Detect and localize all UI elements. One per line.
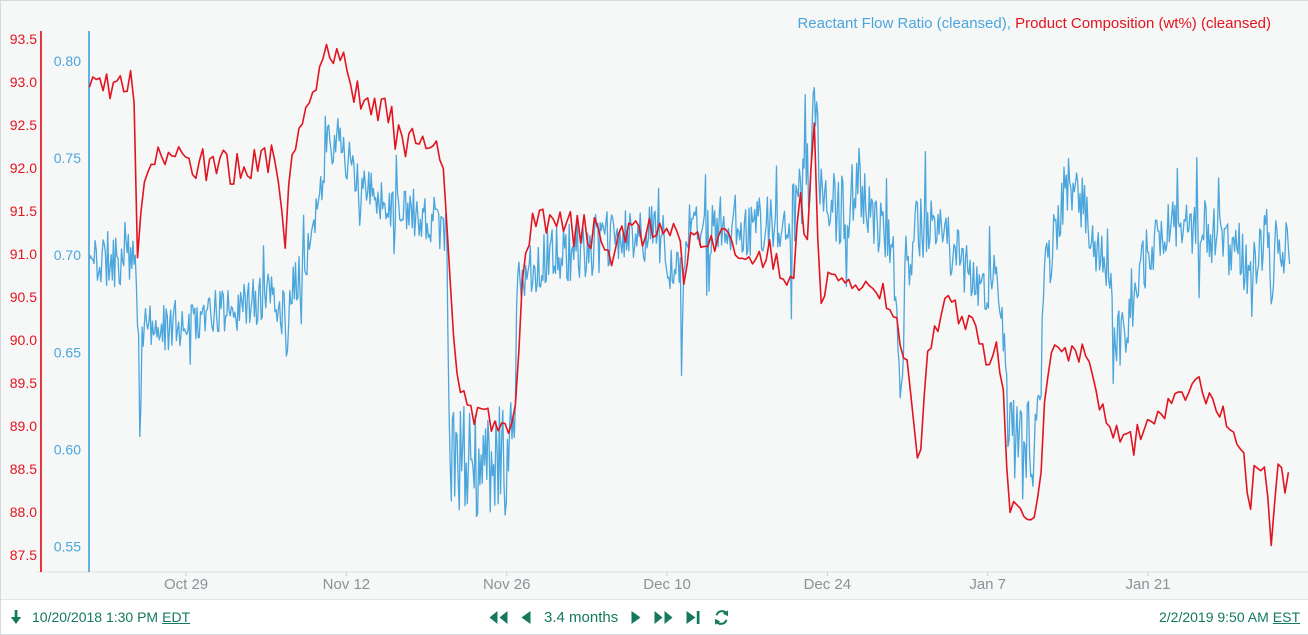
y-axis-blue-tick-label: 0.70 (54, 247, 81, 263)
plot-background (1, 1, 1308, 599)
fast-forward-icon[interactable] (654, 610, 673, 624)
range-end-group: 2/2/2019 9:50 AM EST (1159, 600, 1300, 634)
y-axis-blue-tick-label: 0.75 (54, 150, 81, 166)
skip-to-end-icon[interactable] (686, 610, 700, 624)
x-axis-tick-label: Jan 21 (1125, 576, 1170, 593)
x-axis-tick-label: Nov 12 (323, 576, 371, 593)
x-axis-tick-label: Oct 29 (164, 576, 208, 593)
display-range-duration[interactable]: 3.4 months (544, 608, 619, 626)
y-axis-red-tick-label: 93.5 (10, 31, 37, 47)
legend-item-reactant-flow-ratio[interactable]: Reactant Flow Ratio (cleansed) (797, 15, 1007, 32)
range-start-group: 10/20/2018 1:30 PM EDT (9, 600, 190, 634)
y-axis-red-tick-label: 88.0 (10, 504, 37, 520)
x-axis-tick-label: Dec 24 (804, 576, 852, 593)
series-reactant-flow-ratio[interactable] (88, 86, 1291, 518)
legend-separator: , (1006, 15, 1016, 32)
x-axis-tick-label: Jan 7 (969, 576, 1006, 593)
y-axis-blue-tick-label: 0.60 (54, 442, 81, 458)
investigate-range-down-arrow-icon[interactable] (9, 609, 23, 625)
time-nav-controls: 3.4 months (489, 600, 730, 634)
refresh-icon[interactable] (713, 609, 730, 625)
x-axis-tick-label: Dec 10 (643, 576, 691, 593)
y-axis-red-tick-label: 92.5 (10, 117, 37, 133)
y-axis-red-tick-label: 87.5 (10, 547, 37, 563)
y-axis-red-tick-label: 88.5 (10, 461, 37, 477)
chart-canvas[interactable]: Oct 29 Nov 12 Nov 26 Dec 10 Dec 24 Jan 7 Jan 2… (1, 1, 1308, 599)
y-axis-red-tick-label: 91.0 (10, 246, 37, 262)
step-forward-icon[interactable] (631, 610, 641, 624)
y-axis-red-tick-label: 89.0 (10, 418, 37, 434)
y-axis-red-tick-label: 93.0 (10, 74, 37, 90)
range-end-timezone-link[interactable]: EST (1272, 609, 1300, 625)
y-axis-red-tick-label: 89.5 (10, 375, 37, 391)
range-end-text[interactable]: 2/2/2019 9:50 AM (1159, 609, 1269, 625)
y-axis-blue-tick-label: 0.55 (54, 539, 81, 555)
range-end-datetime[interactable]: 2/2/2019 9:50 AM EST (1159, 609, 1300, 625)
y-axis-red-tick-label: 91.5 (10, 203, 37, 219)
y-axis-blue-tick-label: 0.65 (54, 344, 81, 360)
chart-legend: Reactant Flow Ratio (cleansed), Product … (797, 15, 1271, 32)
range-start-datetime[interactable]: 10/20/2018 1:30 PM EDT (32, 609, 190, 625)
y-axis-blue-tick-label: 0.80 (54, 53, 81, 69)
range-start-timezone-link[interactable]: EDT (162, 609, 191, 625)
y-axis-red-tick-label: 90.5 (10, 289, 37, 305)
series-product-composition[interactable] (88, 43, 1290, 547)
time-toolbar: 10/20/2018 1:30 PM EDT 3.4 months (1, 599, 1308, 634)
y-axis-red-tick-label: 90.0 (10, 332, 37, 348)
chart-area[interactable]: Oct 29 Nov 12 Nov 26 Dec 10 Dec 24 Jan 7 Jan 2… (1, 1, 1308, 599)
step-backward-icon[interactable] (521, 610, 531, 624)
x-axis-tick-label: Nov 26 (483, 576, 531, 593)
legend-item-product-composition[interactable]: Product Composition (wt%) (cleansed) (1015, 15, 1271, 32)
fast-backward-icon[interactable] (489, 610, 508, 624)
y-axis-red-tick-label: 92.0 (10, 160, 37, 176)
range-start-text[interactable]: 10/20/2018 1:30 PM (32, 609, 159, 625)
